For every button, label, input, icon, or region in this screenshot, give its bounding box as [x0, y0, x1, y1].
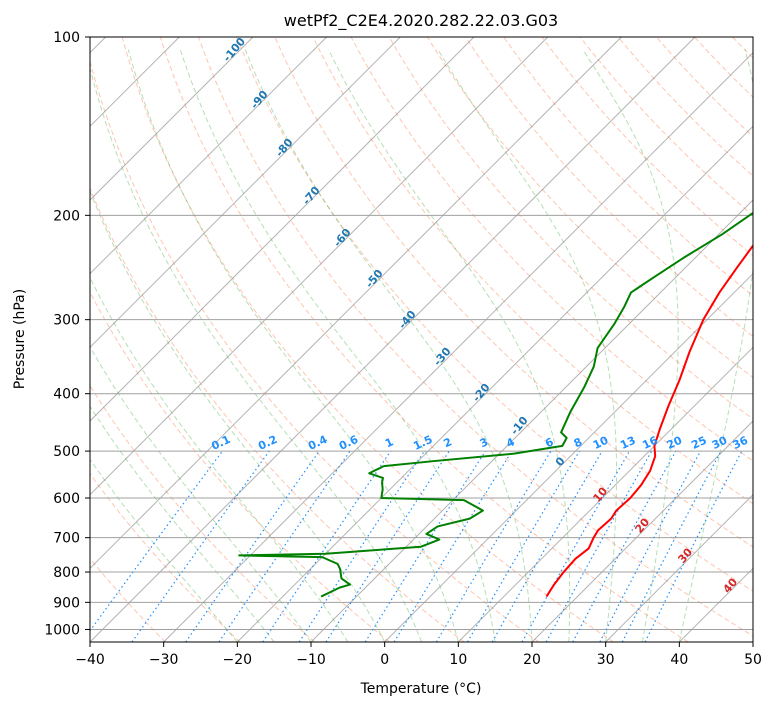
moist-adiabat — [90, 189, 386, 642]
isotherm — [90, 37, 549, 496]
moist-adiabat — [328, 49, 571, 642]
mixing-ratio-line — [262, 450, 392, 642]
dry-adiabat — [274, 37, 753, 548]
mixing-ratio-line — [298, 450, 425, 642]
mixing-ratio-label: 13 — [618, 434, 637, 452]
mixing-ratio-line — [131, 450, 270, 642]
plot-background — [90, 37, 753, 642]
mixing-ratio-line — [364, 450, 486, 642]
x-tick-label: 0 — [380, 652, 389, 668]
mixing-ratio-label: 10 — [591, 434, 611, 452]
isotherm — [90, 37, 328, 275]
isotherm — [752, 641, 753, 642]
y-tick-label: 700 — [53, 531, 80, 547]
isotherm — [90, 37, 254, 201]
mixing-ratio-line — [325, 450, 450, 642]
chart-title: wetPf2_C2E4.2020.282.22.03.G03 — [284, 11, 558, 31]
dry-adiabat — [503, 37, 753, 297]
dewpoint-profile-line — [238, 211, 753, 598]
x-axis-label: Temperature (°C) — [360, 681, 482, 697]
mixing-ratio-line — [599, 450, 702, 642]
dry-adiabat — [350, 37, 753, 462]
isotherm — [90, 37, 401, 349]
dry-adiabat — [90, 291, 390, 642]
y-tick-label: 1000 — [44, 622, 80, 638]
isotherm — [457, 346, 753, 642]
isotherm — [90, 37, 475, 422]
moist-adiabat — [179, 49, 496, 642]
moist-adiabat — [127, 49, 459, 642]
moist-adiabat — [437, 49, 618, 642]
x-tick-label: 10 — [449, 652, 467, 668]
dry-adiabat — [121, 37, 614, 642]
dry-adiabat — [90, 186, 465, 642]
gridlines — [90, 37, 753, 642]
axes: −40 −30 −20 −10 0 10 20 30 40 50 100 200 300 400 500 60… — [44, 30, 762, 668]
plot-frame — [89, 36, 754, 643]
mixing-ratio-line — [393, 450, 513, 642]
dry-adiabat — [579, 37, 753, 217]
x-tick-label: −20 — [223, 652, 253, 668]
isotherm — [236, 125, 753, 642]
dry-adiabat — [465, 37, 753, 337]
moist-adiabat — [582, 49, 679, 642]
mixing-ratio-line — [185, 450, 320, 642]
y-tick-label: 100 — [53, 30, 80, 46]
isotherm — [310, 199, 753, 642]
moist-adiabat — [244, 49, 533, 642]
y-tick-label: 400 — [53, 387, 80, 403]
x-tick-label: −30 — [149, 652, 179, 668]
y-tick-label: 200 — [53, 208, 80, 224]
dry-adiabat — [90, 384, 316, 642]
mixing-ratio-label: 16 — [640, 434, 660, 452]
isotherm — [531, 420, 753, 642]
mixing-ratio-label: 30 — [710, 434, 730, 452]
y-tick-label: 600 — [53, 491, 80, 507]
mixing-ratio-label: 20 — [665, 434, 685, 452]
y-axis-label: Pressure (hPa) — [12, 289, 28, 389]
y-tick-label: 500 — [53, 444, 80, 460]
isotherm — [90, 37, 622, 570]
moist-adiabat — [678, 49, 753, 642]
moist-adiabat — [90, 66, 422, 642]
dry-adiabat — [426, 37, 753, 378]
isotherm — [384, 272, 753, 642]
x-tick-label: 20 — [523, 652, 541, 668]
x-tick-label: 30 — [597, 652, 615, 668]
data-series — [238, 211, 753, 598]
dry-adiabat — [159, 37, 689, 642]
dry-adiabat — [236, 37, 753, 592]
y-tick-label: 800 — [53, 565, 80, 581]
isotherm — [605, 493, 753, 642]
moist-adiabat — [90, 276, 349, 642]
isotherm — [90, 37, 696, 642]
mixing-ratio-line — [466, 450, 580, 642]
mixing-ratio-line — [435, 450, 552, 642]
x-tick-label: 40 — [670, 652, 688, 668]
mixing-ratio-label: 36 — [731, 434, 751, 452]
x-tick-label: −10 — [296, 652, 326, 668]
mixing-ratio-line — [572, 450, 677, 642]
y-tick-label: 300 — [53, 313, 80, 329]
x-tick-label: 50 — [744, 652, 762, 668]
mixing-ratio-line — [218, 450, 351, 642]
dry-adiabat — [312, 37, 753, 505]
x-tick-label: −40 — [75, 652, 105, 668]
isotherm — [163, 51, 753, 642]
dry-adiabat — [90, 59, 540, 642]
temperature-profile-line — [545, 244, 753, 598]
y-tick-label: 900 — [53, 595, 80, 611]
dry-adiabat — [90, 472, 241, 642]
mixing-ratio-label: 25 — [689, 434, 708, 452]
